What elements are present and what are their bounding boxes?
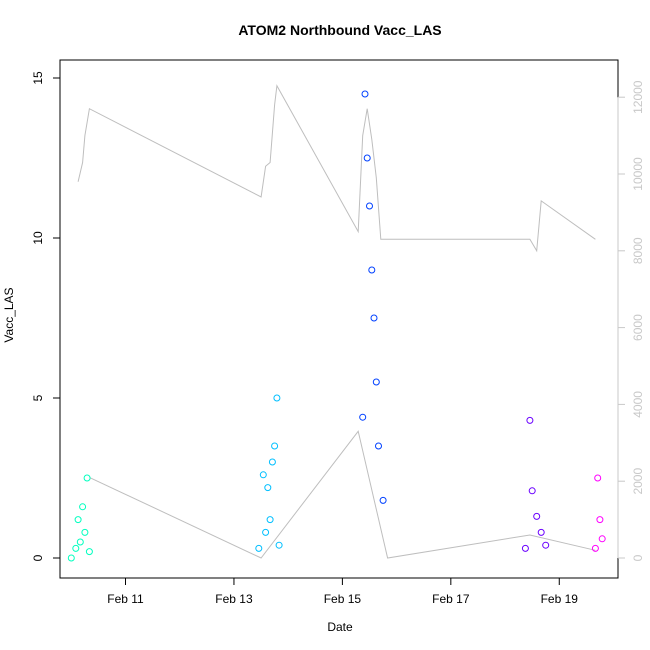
data-point [379, 496, 387, 504]
data-point [598, 535, 606, 543]
series-line-1 [89, 430, 596, 559]
data-point [268, 458, 276, 466]
plot-frame [59, 59, 619, 579]
data-point [533, 512, 541, 520]
data-point [273, 394, 281, 402]
data-point [596, 516, 604, 524]
data-point [370, 314, 378, 322]
data-point [83, 474, 91, 482]
data-point [255, 544, 263, 552]
data-point [359, 413, 367, 421]
data-point [594, 474, 602, 482]
y-tick-label: 5 [31, 394, 45, 401]
data-point [72, 544, 80, 552]
data-point [526, 416, 534, 424]
y2-tick-label: 2000 [631, 468, 645, 495]
y-tick-label: 15 [31, 71, 45, 85]
x-tick-label: Feb 11 [107, 592, 144, 606]
y2-tick-label: 10000 [631, 157, 645, 191]
data-point [591, 544, 599, 552]
y2-tick-label: 4000 [631, 391, 645, 418]
chart-title: ATOM2 Northbound Vacc_LAS [238, 22, 441, 38]
data-point [542, 541, 550, 549]
data-point [372, 378, 380, 386]
y2-tick-label: 6000 [631, 314, 645, 341]
series-layer [67, 84, 606, 562]
x-tick-label: Feb 13 [215, 592, 253, 606]
series-line-0 [77, 84, 596, 253]
data-point [361, 90, 369, 98]
x-tick-label: Feb 17 [432, 592, 470, 606]
data-point [76, 538, 84, 546]
y-tick-label: 0 [31, 554, 45, 561]
data-point [528, 487, 536, 495]
x-axis-label: Date [327, 620, 353, 634]
data-point [363, 154, 371, 162]
data-point [262, 528, 270, 536]
data-point [368, 266, 376, 274]
data-point [521, 544, 529, 552]
data-point [79, 503, 87, 511]
x-tick-label: Feb 19 [541, 592, 579, 606]
data-point [537, 528, 545, 536]
data-point [271, 442, 279, 450]
data-point [375, 442, 382, 450]
data-point [264, 484, 272, 492]
y-axis-label: Vacc_LAS [2, 287, 16, 342]
y2-tick-label: 8000 [631, 237, 645, 264]
y2-tick-label: 0 [631, 554, 645, 561]
data-point [67, 554, 75, 562]
y2-tick-label: 12000 [631, 80, 645, 114]
data-point [366, 202, 373, 210]
data-point [81, 528, 89, 536]
data-point [74, 516, 82, 524]
data-point [266, 516, 274, 524]
x-tick-label: Feb 15 [324, 592, 362, 606]
y-tick-label: 10 [31, 231, 45, 245]
data-point [85, 548, 93, 556]
axis-layer: Feb 11 Feb 13 Feb 15 Feb 17 Feb 19 0 5 10 15 0 200… [31, 71, 645, 606]
data-point [275, 541, 283, 549]
data-point [259, 471, 267, 479]
